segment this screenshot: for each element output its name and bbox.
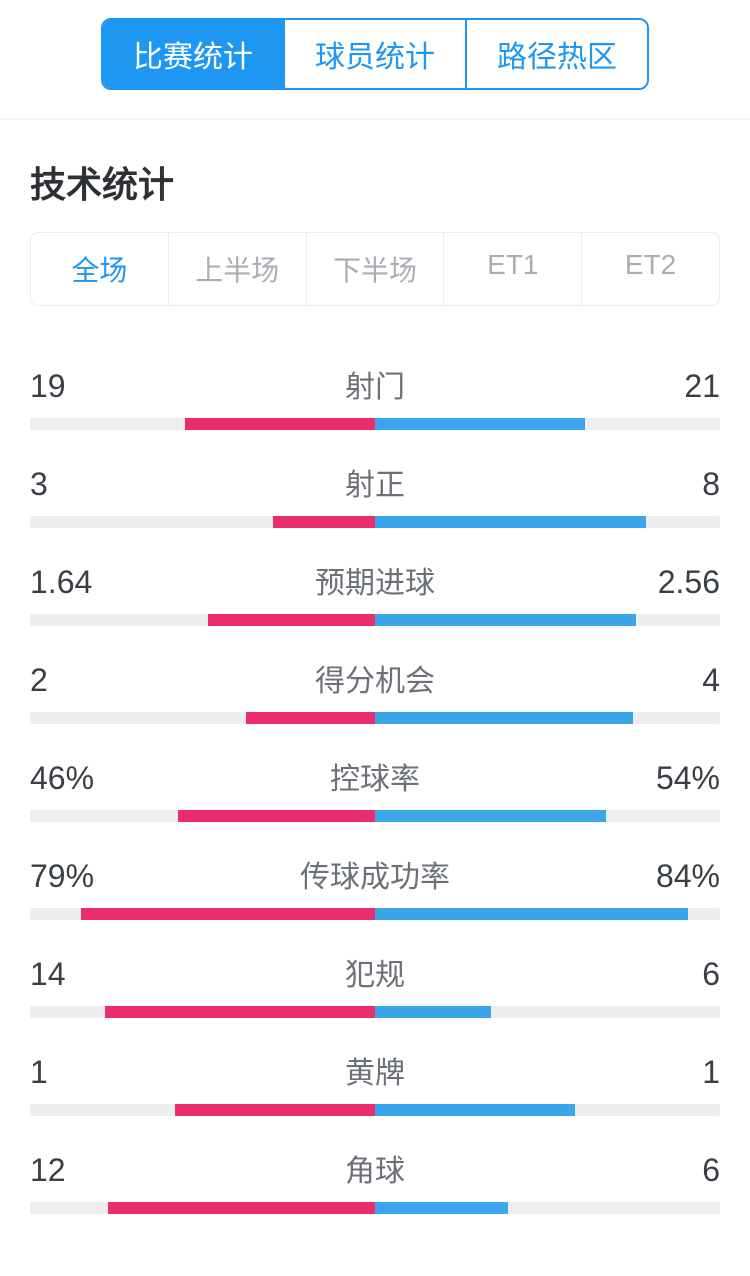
stat-bar-track bbox=[30, 1104, 720, 1116]
stat-header: 19射门21 bbox=[30, 362, 720, 418]
stat-row: 3射正8 bbox=[30, 460, 720, 528]
stat-row: 1.64预期进球2.56 bbox=[30, 558, 720, 626]
stat-header: 12角球6 bbox=[30, 1146, 720, 1202]
stat-header: 3射正8 bbox=[30, 460, 720, 516]
stat-left-value: 3 bbox=[30, 466, 140, 503]
period-tabs: 全场上半场下半场ET1ET2 bbox=[30, 232, 720, 306]
stat-bar-track bbox=[30, 614, 720, 626]
stat-row: 2得分机会4 bbox=[30, 656, 720, 724]
stat-bar-left bbox=[108, 1202, 375, 1214]
stat-bar-right bbox=[375, 516, 646, 528]
stat-header: 2得分机会4 bbox=[30, 656, 720, 712]
stat-bar-right bbox=[375, 908, 688, 920]
stat-bar-left bbox=[246, 712, 375, 724]
stat-right-value: 2.56 bbox=[610, 564, 720, 601]
stat-bar-track bbox=[30, 516, 720, 528]
stat-label: 控球率 bbox=[140, 754, 610, 798]
stat-bar-right bbox=[375, 614, 636, 626]
stat-bar-right bbox=[375, 1104, 575, 1116]
stat-row: 79%传球成功率84% bbox=[30, 852, 720, 920]
stat-left-value: 2 bbox=[30, 662, 140, 699]
segmented-tabs: 比赛统计球员统计路径热区 bbox=[101, 18, 649, 90]
stat-bar-track bbox=[30, 1006, 720, 1018]
stat-label: 射门 bbox=[140, 362, 610, 406]
stat-left-value: 19 bbox=[30, 368, 140, 405]
stat-header: 1黄牌1 bbox=[30, 1048, 720, 1104]
top-tabs-container: 比赛统计球员统计路径热区 bbox=[0, 0, 750, 120]
stat-left-value: 1.64 bbox=[30, 564, 140, 601]
stat-row: 12角球6 bbox=[30, 1146, 720, 1214]
stat-bar-track bbox=[30, 1202, 720, 1214]
stat-bar-left bbox=[208, 614, 375, 626]
stat-right-value: 84% bbox=[610, 858, 720, 895]
stat-bar-left bbox=[81, 908, 375, 920]
period-tab-0[interactable]: 全场 bbox=[31, 233, 169, 305]
stat-header: 46%控球率54% bbox=[30, 754, 720, 810]
stat-row: 46%控球率54% bbox=[30, 754, 720, 822]
stat-label: 传球成功率 bbox=[140, 852, 610, 896]
stat-right-value: 21 bbox=[610, 368, 720, 405]
stat-bar-left bbox=[105, 1006, 375, 1018]
stat-label: 预期进球 bbox=[140, 558, 610, 602]
stats-list: 19射门213射正81.64预期进球2.562得分机会446%控球率54%79%… bbox=[0, 324, 750, 1214]
stat-row: 1黄牌1 bbox=[30, 1048, 720, 1116]
stat-bar-right bbox=[375, 712, 633, 724]
stat-right-value: 4 bbox=[610, 662, 720, 699]
stat-header: 79%传球成功率84% bbox=[30, 852, 720, 908]
stat-right-value: 54% bbox=[610, 760, 720, 797]
stat-header: 14犯规6 bbox=[30, 950, 720, 1006]
stat-row: 14犯规6 bbox=[30, 950, 720, 1018]
stat-bar-right bbox=[375, 418, 585, 430]
stat-label: 射正 bbox=[140, 460, 610, 504]
stat-bar-right bbox=[375, 810, 606, 822]
period-tab-3[interactable]: ET1 bbox=[444, 233, 582, 305]
stat-right-value: 6 bbox=[610, 1152, 720, 1189]
stat-left-value: 1 bbox=[30, 1054, 140, 1091]
stat-bar-left bbox=[175, 1104, 375, 1116]
stat-bar-left bbox=[185, 418, 375, 430]
stat-row: 19射门21 bbox=[30, 362, 720, 430]
stat-right-value: 1 bbox=[610, 1054, 720, 1091]
period-tab-1[interactable]: 上半场 bbox=[169, 233, 307, 305]
stat-bar-track bbox=[30, 418, 720, 430]
top-tab-1[interactable]: 球员统计 bbox=[285, 20, 467, 88]
stat-label: 角球 bbox=[140, 1146, 610, 1190]
top-tab-0[interactable]: 比赛统计 bbox=[103, 20, 285, 88]
stat-bar-track bbox=[30, 712, 720, 724]
top-tab-2[interactable]: 路径热区 bbox=[467, 20, 647, 88]
stat-label: 黄牌 bbox=[140, 1048, 610, 1092]
stat-bar-track bbox=[30, 810, 720, 822]
stat-bar-left bbox=[178, 810, 375, 822]
stat-left-value: 14 bbox=[30, 956, 140, 993]
stat-bar-track bbox=[30, 908, 720, 920]
stat-header: 1.64预期进球2.56 bbox=[30, 558, 720, 614]
stat-left-value: 12 bbox=[30, 1152, 140, 1189]
period-tab-2[interactable]: 下半场 bbox=[307, 233, 445, 305]
stat-left-value: 79% bbox=[30, 858, 140, 895]
period-tab-4[interactable]: ET2 bbox=[582, 233, 719, 305]
stat-left-value: 46% bbox=[30, 760, 140, 797]
stat-right-value: 6 bbox=[610, 956, 720, 993]
stat-right-value: 8 bbox=[610, 466, 720, 503]
stat-label: 得分机会 bbox=[140, 656, 610, 700]
stat-label: 犯规 bbox=[140, 950, 610, 994]
stat-bar-right bbox=[375, 1006, 491, 1018]
stat-bar-left bbox=[273, 516, 375, 528]
section-title: 技术统计 bbox=[0, 120, 750, 232]
stat-bar-right bbox=[375, 1202, 508, 1214]
